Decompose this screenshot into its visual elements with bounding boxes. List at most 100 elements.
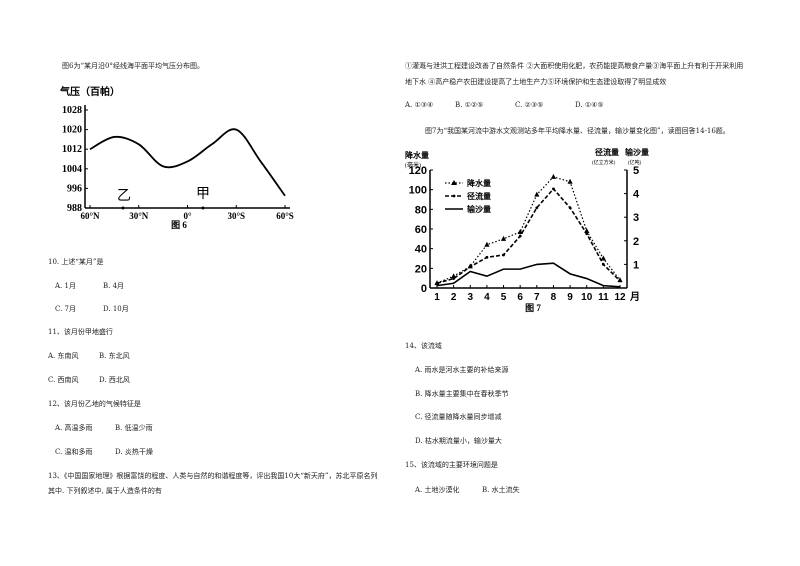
- q13-option-a[interactable]: A. ①③④: [405, 101, 434, 109]
- fig7-point-runoff: [618, 279, 622, 283]
- legend-runoff-label: 径流量: [467, 191, 491, 201]
- fig6-ytick-label: 996: [67, 183, 82, 194]
- q13-line1: 13、《中国国家地理》根据富饶的程度、人类与自然的和谐程度等，评出我国10大“新…: [48, 472, 378, 480]
- q12-option-d[interactable]: D. 炎热干燥: [115, 448, 153, 456]
- fig7-ylabel-runoff-unit: (亿立方米): [592, 159, 616, 166]
- fig7-caption: 图 7: [525, 303, 541, 313]
- q13-statements-line1: ①灌溉与泄洪工程建设改善了自然条件 ②大面积使用化肥，农药能提高粮食产量③海平面…: [405, 62, 744, 70]
- fig6-ylabel: 气压（百帕）: [59, 85, 120, 98]
- legend-sediment-label: 输沙量: [467, 204, 491, 214]
- fig7-ytick-left-label: 80: [415, 204, 427, 216]
- fig7-xunit: 月: [629, 291, 640, 303]
- fig6-point-yi: 乙: [117, 188, 131, 204]
- q11-stem: 11、该月份甲地盛行: [48, 328, 113, 336]
- fig6-point-jia: 甲: [196, 187, 210, 202]
- fig7-point-precip: [550, 173, 557, 179]
- fig7-xtick-label: 8: [551, 292, 557, 303]
- fig7-ytick-left-label: 60: [415, 224, 427, 236]
- fig7-xtick-label: 5: [501, 292, 507, 303]
- q13-option-c[interactable]: C. ②③⑤: [515, 101, 544, 109]
- fig7-point-runoff: [535, 206, 539, 210]
- fig6-ytick-label: 1020: [62, 125, 82, 136]
- q10-option-c[interactable]: C. 7月: [55, 305, 77, 313]
- fig7-point-runoff: [518, 234, 522, 238]
- fig7-xtick-label: 7: [534, 292, 540, 303]
- q14-option-c[interactable]: C. 径流量随降水量同步增减: [415, 413, 502, 421]
- q11-option-d[interactable]: D. 西北风: [99, 376, 130, 384]
- q13-statements-line2: 地下水 ④高产稳产农田建设提高了土地生产力⑤环境保护和生态建设取得了明显成效: [405, 78, 667, 86]
- fig7-ytick-right-label: 4: [633, 189, 640, 201]
- fig6-xtick-label: 0°: [183, 211, 192, 221]
- fig7-point-runoff: [435, 281, 439, 285]
- fig7-point-precip: [567, 178, 573, 184]
- fig7-xtick-label: 1: [434, 292, 440, 303]
- q15-stem: 15、该流域的主要环境问题是: [405, 461, 498, 469]
- fig6-ytick-label: 988: [67, 203, 82, 214]
- fig7-ytick-left-label: 120: [409, 165, 427, 177]
- fig7-point-runoff: [468, 265, 472, 269]
- q12-option-c[interactable]: C. 温和多雨: [55, 448, 93, 456]
- figure-6: 气压（百帕） 1028 1020 1012 1004 996 988 60°N 30°N 0°…: [59, 85, 294, 230]
- q12-option-a[interactable]: A. 高温多雨: [55, 424, 93, 432]
- fig7-ytick-right-label: 1: [633, 259, 639, 271]
- fig7-ytick-right-label: 5: [633, 165, 639, 177]
- legend-precip-label: 降水量: [467, 178, 491, 188]
- fig7-xtick-label: 9: [567, 292, 573, 303]
- fig7-xtick-label: 12: [614, 292, 626, 303]
- fig7-ytick-left-label: 0: [421, 283, 427, 295]
- q10-option-b[interactable]: B. 4月: [103, 282, 125, 290]
- q14-option-a[interactable]: A. 雨水是河水主要的补给来源: [415, 366, 509, 374]
- figure-7: 降水量 (毫米) 径流量 (亿立方米) 输沙量 (亿吨) 12010080604…: [405, 147, 649, 313]
- fig7-point-runoff: [502, 253, 505, 257]
- q14-option-b[interactable]: B. 降水量主要集中在春秋季节: [415, 390, 509, 398]
- fig7-intro: 图7为“我国某河流中游水文观测站多年平均降水量、径流量，输沙量变化图”，读图回答…: [425, 127, 730, 135]
- fig7-point-precip: [534, 191, 540, 197]
- fig7-ylabel-left: 降水量: [405, 150, 429, 160]
- q12-stem: 12、该月份乙地的气候特征是: [48, 400, 141, 408]
- q10-stem: 10. 上述“某月”是: [48, 258, 104, 266]
- fig6-point-jia-marker: [201, 206, 205, 210]
- fig7-series-sediment: [436, 262, 621, 288]
- fig6-xtick-label: 60°N: [80, 211, 100, 221]
- fig7-xtick-label: 6: [517, 292, 523, 303]
- fig6-xtick-label: 30°N: [129, 211, 149, 221]
- q11-option-c[interactable]: C. 西南风: [48, 376, 79, 384]
- q11-option-b[interactable]: B. 东北风: [99, 352, 130, 360]
- fig6-ytick-label: 1004: [62, 164, 82, 175]
- fig6-ytick-label: 1012: [62, 144, 82, 155]
- q10-option-d[interactable]: D. 10月: [103, 305, 129, 313]
- fig6-xtick-label: 30°S: [227, 211, 245, 221]
- fig7-xtick-label: 10: [581, 292, 593, 303]
- fig7-ylabel-sediment: 输沙量: [625, 147, 649, 157]
- fig7-point-runoff: [485, 255, 489, 259]
- fig7-ylabel-sediment-unit: (亿吨): [628, 159, 642, 166]
- fig7-xtick-label: 4: [484, 292, 490, 303]
- fig6-xtick-label: 60°S: [276, 211, 294, 221]
- fig7-ytick-left-label: 100: [409, 185, 427, 197]
- fig7-ylabel-left-unit: (毫米): [405, 161, 421, 169]
- q13-option-d[interactable]: D. ①④⑤: [575, 101, 604, 109]
- q10-option-a[interactable]: A. 1月: [55, 282, 76, 290]
- q15-option-a[interactable]: A. 土地沙漠化: [415, 486, 460, 494]
- fig7-xtick-label: 11: [598, 292, 609, 303]
- q12-option-b[interactable]: B. 低温少雨: [115, 424, 153, 432]
- fig7-point-runoff: [452, 277, 456, 280]
- fig7-point-runoff: [568, 206, 572, 210]
- q13-option-b[interactable]: B. ①②⑤: [455, 101, 484, 109]
- fig7-ytick-left-label: 40: [415, 244, 427, 256]
- fig7-xtick-label: 3: [467, 292, 473, 303]
- fig7-point-runoff: [601, 263, 605, 266]
- fig7-point-runoff: [585, 232, 589, 236]
- fig7-point-precip: [600, 255, 606, 261]
- q15-option-b[interactable]: B. 水土流失: [482, 486, 520, 494]
- fig7-legend: 降水量 径流量 输沙量: [445, 178, 491, 214]
- fig7-xtick-label: 2: [451, 292, 457, 303]
- q11-option-a[interactable]: A. 东南风: [48, 352, 79, 360]
- q14-stem: 14、该流域: [405, 342, 442, 350]
- q14-option-d[interactable]: D. 枯水期流量小，输沙量大: [415, 437, 502, 445]
- fig7-point-runoff: [552, 187, 555, 191]
- fig7-ylabel-runoff: 径流量: [595, 147, 619, 157]
- fig6-point-yi-marker: [121, 206, 125, 210]
- fig6-intro: 图6为“某月沿0°经线海平面平均气压分布图。: [62, 62, 204, 70]
- fig7-point-precip: [500, 235, 507, 241]
